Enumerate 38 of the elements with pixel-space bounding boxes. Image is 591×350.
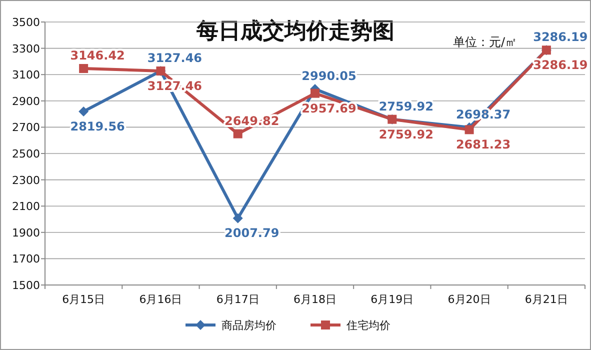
- y-tick-label: 2300: [12, 174, 40, 187]
- legend-label: 住宅均价: [346, 319, 390, 332]
- x-tick-label: 6月19日: [370, 293, 414, 306]
- data-label: 2759.92: [378, 127, 434, 142]
- legend-label: 商品房均价: [222, 319, 276, 332]
- data-label: 3286.19: [533, 30, 588, 44]
- annotation: 单位：元/㎡: [452, 35, 518, 49]
- data-label: 2759.92: [378, 99, 434, 114]
- chart-title: 每日成交均价走势图: [196, 18, 394, 44]
- y-tick-label: 1700: [12, 252, 40, 266]
- x-tick-label: 6月16日: [139, 293, 182, 306]
- y-tick-label: 3300: [12, 42, 40, 56]
- x-tick-label: 6月18日: [294, 293, 336, 306]
- x-tick-label: 6月20日: [448, 293, 491, 306]
- point: [78, 106, 89, 116]
- y-tick-label: 2900: [12, 94, 40, 108]
- data-label: 2681.23: [456, 138, 511, 152]
- y-tick-label: 3100: [12, 68, 40, 82]
- x-tick-label: 6月17日: [216, 293, 260, 306]
- data-label: 3286.19: [533, 58, 588, 72]
- y-tick-label: 1500: [12, 279, 40, 292]
- y-tick-label: 2100: [12, 200, 40, 214]
- y-tick-label: 3500: [12, 16, 40, 29]
- y-tick-label: 1900: [12, 226, 40, 240]
- point: [233, 129, 242, 138]
- data-label: 2990.05: [302, 69, 356, 84]
- data-label: 2819.56: [70, 119, 125, 134]
- y-tick-label: 2500: [12, 148, 40, 160]
- data-label: 3127.46: [147, 50, 202, 65]
- x-tick-label: 6月21日: [524, 293, 568, 306]
- y-tick-label: 2700: [12, 121, 40, 134]
- point: [79, 64, 88, 73]
- data-label: 2007.79: [224, 226, 280, 240]
- point: [232, 213, 243, 224]
- data-label: 3146.42: [70, 48, 125, 62]
- point: [464, 125, 474, 134]
- point: [310, 88, 320, 98]
- x-tick-label: 6月15日: [62, 293, 106, 306]
